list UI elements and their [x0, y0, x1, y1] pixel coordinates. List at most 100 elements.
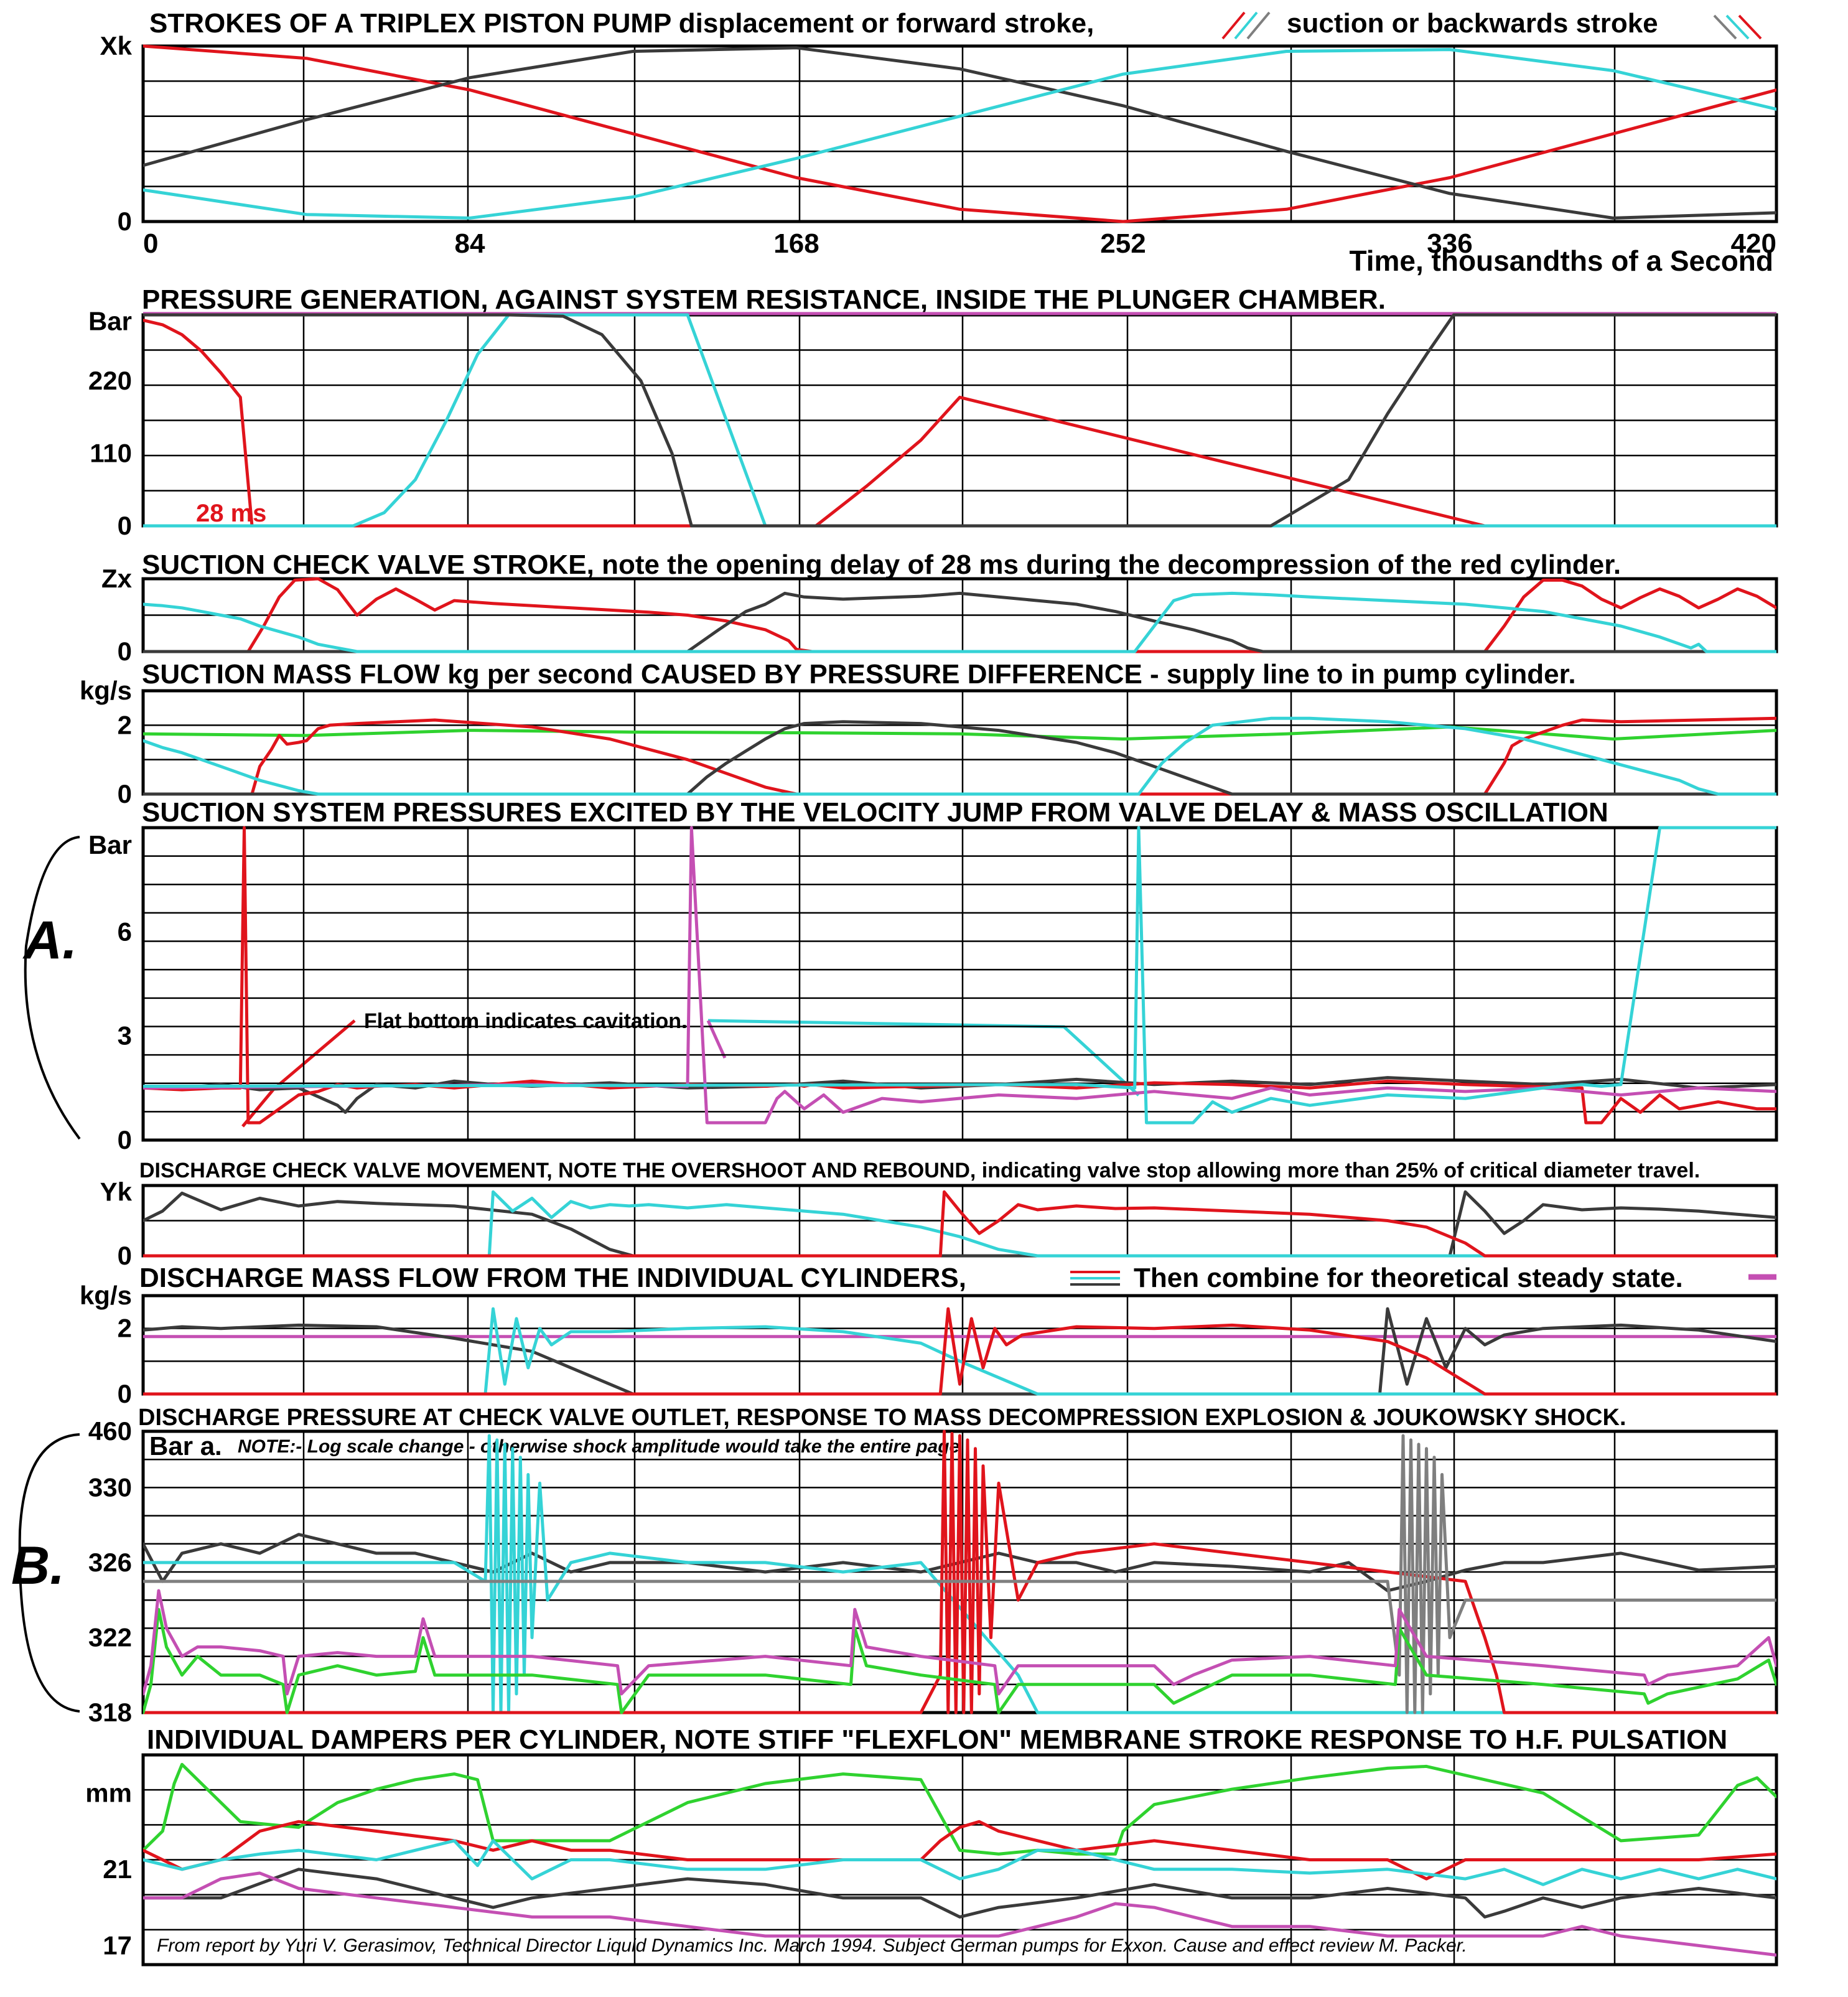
- discharge_mass_flow-ytick-1: 2: [118, 1314, 132, 1343]
- suction_system_pressure-series-cyan: [143, 826, 1776, 1125]
- suction_mass_flow-ytick-1: 2: [118, 710, 132, 739]
- pressure_generation-ytick-1: 110: [90, 438, 132, 467]
- suction_valve-ytick-0: 0: [118, 637, 132, 666]
- suction-valve-title: SUCTION CHECK VALVE STROKE, note the ope…: [142, 550, 1621, 580]
- suction_mass_flow-series-cyan: [143, 716, 1776, 796]
- discharge-pressure-title: DISCHARGE PRESSURE AT CHECK VALVE OUTLET…: [138, 1405, 1626, 1431]
- panel-discharge-mass-flow: DISCHARGE MASS FLOW FROM THE INDIVIDUAL …: [139, 1263, 1776, 1293]
- suction_mass_flow-series-green: [143, 725, 1776, 741]
- discharge_valve-series-red: [143, 1190, 1776, 1258]
- strokes-ytick-1: Xk: [100, 31, 133, 60]
- strokes-xtick-1: 84: [455, 228, 485, 259]
- delay-annotation: 28 ms: [196, 500, 266, 527]
- legend-forward-stroke-swatch: [1221, 11, 1271, 40]
- discharge_valve-ytick-1: Yk: [100, 1177, 133, 1206]
- dampers-ytick-1: 21: [103, 1854, 132, 1884]
- suction_system_pressure-frame: [141, 826, 1778, 1142]
- suction_system_pressure-series-red: [143, 826, 1776, 1125]
- panel-discharge-pressure: DISCHARGE PRESSURE AT CHECK VALVE OUTLET…: [11, 1405, 1626, 1713]
- pressure_generation-ytick-2: 220: [88, 366, 132, 395]
- discharge_valve-ytick-0: 0: [118, 1241, 132, 1270]
- strokes-ytick-0: 0: [118, 207, 132, 236]
- strokes-series-black: [143, 46, 1776, 220]
- discharge_valve-series-cyan: [143, 1190, 1776, 1258]
- discharge_pressure-series-magenta: [143, 1589, 1776, 1696]
- pressure_generation-series-black: [143, 313, 1776, 528]
- discharge-pressure-ylabel: Bar a.: [149, 1431, 222, 1461]
- discharge-valve-title: DISCHARGE CHECK VALVE MOVEMENT, NOTE THE…: [139, 1159, 1700, 1182]
- suction_system_pressure-ytick-3: Bar: [88, 830, 132, 859]
- pressure_generation-series-red: [143, 319, 1776, 528]
- discharge_pressure-ytick-4: 460: [88, 1416, 132, 1446]
- discharge-mass-flow-title: DISCHARGE MASS FLOW FROM THE INDIVIDUAL …: [139, 1263, 966, 1293]
- suction-pressure-title: SUCTION SYSTEM PRESSURES EXCITED BY THE …: [142, 797, 1608, 828]
- strokes-xtick-2: 168: [773, 228, 819, 259]
- suction_valve-series-cyan: [143, 591, 1776, 653]
- pressure_generation-ytick-3: Bar: [88, 307, 132, 336]
- discharge_mass_flow-ytick-2: kg/s: [80, 1281, 132, 1310]
- strokes-frame: [141, 44, 1778, 223]
- dampers-series-black: [143, 1868, 1776, 1919]
- pressure_generation-ytick-0: 0: [118, 511, 132, 540]
- cavitation-annotation: Flat bottom indicates cavitation.: [364, 1009, 688, 1033]
- discharge-mass-flow-title-suffix: Then combine for theoretical steady stat…: [1134, 1263, 1683, 1293]
- dampers-series-magenta: [143, 1871, 1776, 1957]
- discharge_mass_flow-series-red: [143, 1307, 1776, 1396]
- suction_system_pressure-series-magenta: [143, 826, 1776, 1125]
- strokes-title-suffix: suction or backwards stroke: [1287, 8, 1658, 39]
- discharge_mass_flow-ytick-0: 0: [118, 1379, 132, 1408]
- cavitation-pointer: [241, 1019, 356, 1128]
- suction_mass_flow-series-red: [143, 716, 1776, 796]
- strokes-series-cyan: [143, 48, 1776, 220]
- legend-suction-stroke-swatch: [1713, 14, 1762, 40]
- discharge_mass_flow-series-black: [143, 1307, 1776, 1396]
- panel-dampers: INDIVIDUAL DAMPERS PER CYLINDER, NOTE ST…: [147, 1724, 1727, 1956]
- discharge_pressure-series-black: [143, 1533, 1776, 1592]
- discharge_pressure-ytick-3: 330: [88, 1472, 132, 1502]
- suction_mass_flow-ytick-2: kg/s: [80, 676, 132, 705]
- suction_system_pressure-ytick-2: 6: [118, 917, 132, 946]
- plot-discharge_mass_flow: 0 2 kg/s: [80, 1281, 1778, 1408]
- dampers-ytick-2: mm: [85, 1778, 132, 1807]
- plot-suction_system_pressure: 0 3 6 Bar: [88, 826, 1778, 1154]
- plot-strokes: 0 Xk 0 84 168 252 336 420: [100, 31, 1778, 259]
- pressure-generation-title: PRESSURE GENERATION, AGAINST SYSTEM RESI…: [142, 284, 1386, 315]
- panel-discharge-valve: DISCHARGE CHECK VALVE MOVEMENT, NOTE THE…: [139, 1159, 1700, 1182]
- panel-strokes: STROKES OF A TRIPLEX PISTON PUMP displac…: [149, 8, 1773, 277]
- plot-pressure_generation: 0 110 220 Bar: [88, 307, 1778, 540]
- bracket-b: [18, 1433, 80, 1713]
- plot-dampers: 17 21 mm: [85, 1753, 1778, 1967]
- suction_system_pressure-ytick-1: 3: [118, 1021, 132, 1050]
- plot-layer: 0 Xk 0 84 168 252 336 420 0 110 220 Bar 0 Zx 0 2 kg/s 0 3 6…: [80, 31, 1778, 1967]
- plot-discharge_pressure: 318 322 326 330 460: [88, 1416, 1778, 1727]
- legend-discharge-swatch: [1070, 1271, 1120, 1286]
- strokes-xtick-3: 252: [1100, 228, 1146, 259]
- discharge_pressure-series-grey: [143, 1434, 1776, 1714]
- suction_system_pressure-ytick-0: 0: [118, 1125, 132, 1154]
- suction_valve-series-black: [143, 591, 1776, 653]
- strokes-series-red: [143, 44, 1776, 223]
- panel-pressure-generation: PRESSURE GENERATION, AGAINST SYSTEM RESI…: [142, 284, 1386, 527]
- discharge_pressure-ytick-0: 318: [88, 1698, 132, 1727]
- panel-suction-mass-flow: SUCTION MASS FLOW kg per second CAUSED B…: [142, 659, 1576, 690]
- dampers-ytick-0: 17: [103, 1930, 132, 1960]
- suction-mass-flow-title: SUCTION MASS FLOW kg per second CAUSED B…: [142, 659, 1576, 690]
- suction_mass_flow-series-black: [143, 720, 1776, 796]
- log-scale-note: NOTE:- Log scale change - otherwise shoc…: [238, 1436, 959, 1457]
- plot-suction_valve: 0 Zx: [101, 564, 1778, 666]
- strokes-xtick-0: 0: [143, 228, 158, 259]
- discharge_pressure-ytick-1: 322: [88, 1622, 132, 1652]
- bracket-a: [24, 836, 81, 1140]
- strokes-xtick-5: 420: [1731, 228, 1776, 259]
- discharge_mass_flow-series-cyan: [143, 1307, 1776, 1396]
- discharge_valve-series-black: [143, 1190, 1776, 1258]
- discharge_pressure-ytick-2: 326: [88, 1548, 132, 1577]
- discharge_pressure-series-cyan: [143, 1434, 1776, 1714]
- dampers-series-green: [143, 1762, 1776, 1856]
- plot-discharge_valve: 0 Yk: [100, 1177, 1778, 1270]
- suction_mass_flow-ytick-0: 0: [118, 779, 132, 808]
- dampers-title: INDIVIDUAL DAMPERS PER CYLINDER, NOTE ST…: [147, 1724, 1727, 1755]
- discharge_pressure-series-green: [143, 1607, 1776, 1714]
- suction_system_pressure-series-black: [143, 1076, 1776, 1114]
